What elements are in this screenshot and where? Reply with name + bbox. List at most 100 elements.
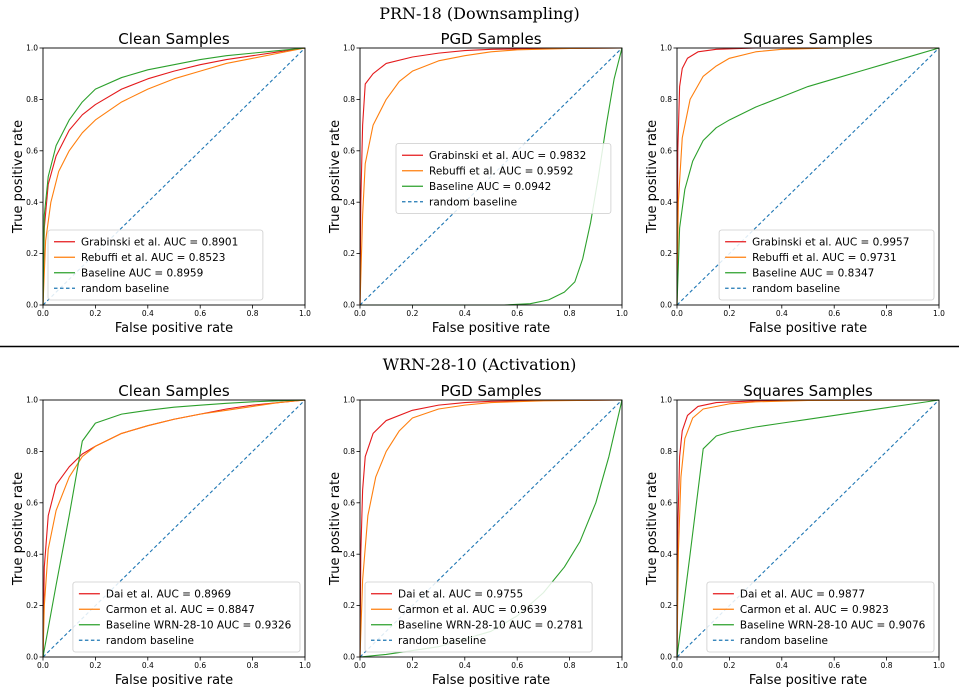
x-tick-label: 0.8 [564,309,576,318]
y-tick-label: 0.4 [26,550,38,559]
x-tick-label: 0.2 [406,661,418,670]
legend-entry: random baseline [106,635,194,647]
x-tick-label: 0.4 [142,661,154,670]
legend-entry: Dai et al. AUC = 0.8969 [106,589,231,601]
y-tick-label: 0.0 [26,301,38,310]
y-tick-label: 0.2 [660,601,672,610]
x-tick-label: 0.2 [723,309,735,318]
y-tick-label: 0.2 [26,249,38,258]
chart-title: PGD Samples [440,30,541,48]
x-tick-label: 0.0 [354,309,366,318]
legend-entry: Carmon et al. AUC = 0.8847 [106,604,255,616]
chart-title: PGD Samples [440,382,541,400]
y-tick-label: 0.8 [26,95,38,104]
series-line-orange [42,399,306,658]
y-axis-label: True positive rate [645,472,660,586]
chart-title: Squares Samples [743,382,873,400]
y-tick-label: 0.8 [26,447,38,456]
plot-frame [359,47,623,306]
x-tick-label: 0.8 [564,661,576,670]
y-axis-label: True positive rate [11,472,26,586]
series-line-orange [42,47,306,306]
x-tick-label: 0.0 [671,309,683,318]
legend-entry: Grabinski et al. AUC = 0.8901 [81,237,238,249]
x-tick-label: 0.8 [881,661,893,670]
y-tick-label: 0.8 [660,447,672,456]
plot-frame [676,399,940,658]
legend-entry: random baseline [429,197,517,209]
legend: Dai et al. AUC = 0.9755 Carmon et al. AUC… [364,581,593,653]
y-axis-label: True positive rate [328,120,343,234]
x-tick-label: 0.2 [723,661,735,670]
legend-entry: Baseline WRN-28-10 AUC = 0.2781 [398,620,583,632]
chart-title: Clean Samples [118,382,230,400]
series-line-green [42,47,306,306]
y-tick-label: 0.6 [660,498,672,507]
x-tick-label: 0.2 [89,661,101,670]
x-axis-label: False positive rate [115,673,233,688]
legend-box [395,143,612,214]
chart-6: Squares Samples 0.00.0 0.2 0.2 0.4 0.4 0.6 0.6 0… [645,382,945,688]
series-line-green [676,399,940,658]
series-line-red [359,399,623,658]
chart-title: Clean Samples [118,30,230,48]
x-tick-label: 0.2 [89,309,101,318]
x-tick-label: 0.6 [194,309,206,318]
y-tick-label: 0.4 [660,550,672,559]
series-line-green [360,47,623,306]
legend-box [718,229,935,301]
chart-1: Clean Samples 0.00.0 0.2 0.2 0.4 0.4 0.6 0.6 0.8… [11,30,311,336]
y-axis-label: True positive rate [328,472,343,586]
x-tick-label: 0.4 [142,309,154,318]
x-axis-label: False positive rate [432,673,550,688]
legend-entry: Rebuffi et al. AUC = 0.9731 [752,252,896,264]
x-tick-label: 0.0 [671,661,683,670]
legend-entry: Dai et al. AUC = 0.9877 [740,589,865,601]
x-tick-label: 1.0 [933,661,945,670]
y-tick-label: 0.4 [343,550,355,559]
y-tick-label: 0.6 [26,498,38,507]
y-tick-label: 0.0 [26,653,38,662]
y-tick-label: 1.0 [660,396,672,405]
legend-box [706,581,935,653]
series-line-blue [359,47,623,306]
chart-title: Squares Samples [743,30,873,48]
legend: Dai et al. AUC = 0.8969 Carmon et al. AUC… [72,581,301,653]
x-tick-label: 1.0 [933,309,945,318]
section-title-wrn2810: WRN-28-10 (Activation) [383,355,577,374]
y-tick-label: 1.0 [26,396,38,405]
x-tick-label: 0.4 [459,309,471,318]
legend-entry: random baseline [752,283,840,295]
legend: Grabinski et al. AUC = 0.9832 Rebuffi et … [395,143,612,214]
legend-box [364,581,593,653]
chart-4: Clean Samples 0.00.0 0.2 0.2 0.4 0.4 0.6 0.6 0.8… [11,382,311,688]
y-tick-label: 1.0 [343,396,355,405]
y-tick-label: 0.4 [660,198,672,207]
chart-2: PGD Samples 0.00.0 0.2 0.2 0.4 0.4 0.6 0.6 0.8 0.… [328,30,628,336]
charts-container: Clean Samples0.00.00.20.20.40.40.60.60.8… [11,30,945,688]
x-tick-label: 1.0 [299,309,311,318]
x-axis-label: False positive rate [115,321,233,336]
chart-3: Squares Samples 0.00.0 0.2 0.2 0.4 0.4 0.6 0.6 0… [645,30,945,336]
legend-entry: Carmon et al. AUC = 0.9639 [398,604,547,616]
legend-entry: Rebuffi et al. AUC = 0.8523 [81,252,225,264]
legend-box [72,581,301,653]
y-tick-label: 0.2 [343,601,355,610]
x-tick-label: 0.0 [37,309,49,318]
chart-5: PGD Samples 0.00.0 0.2 0.2 0.4 0.4 0.6 0.6 0.8 0.… [328,382,628,688]
legend-box [47,229,264,301]
plot-frame [42,399,306,658]
y-tick-label: 0.2 [660,249,672,258]
legend-entry: Baseline AUC = 0.8959 [81,268,203,280]
x-tick-label: 0.8 [247,309,259,318]
x-tick-label: 0.6 [828,309,840,318]
series-line-orange [359,47,623,306]
y-tick-label: 1.0 [343,44,355,53]
series-line-red [42,47,306,306]
y-axis-label: True positive rate [11,120,26,234]
series-line-orange [676,47,939,306]
legend: Grabinski et al. AUC = 0.8901 Rebuffi et … [47,229,264,301]
x-tick-label: 1.0 [616,661,628,670]
x-tick-label: 0.0 [354,661,366,670]
